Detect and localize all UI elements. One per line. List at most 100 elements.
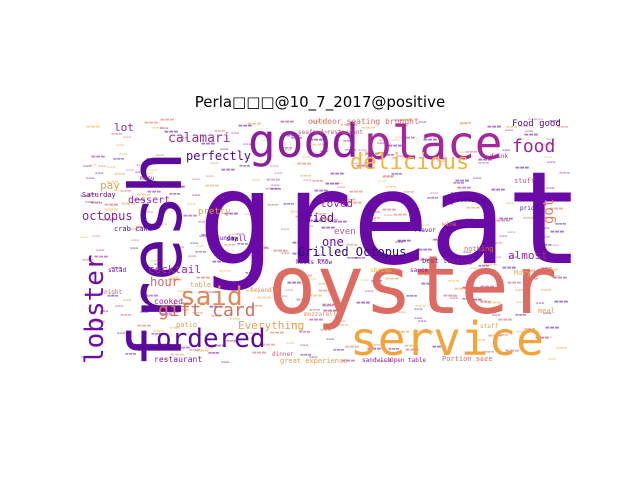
filler-mark: ▬▬▬ (384, 213, 393, 217)
cloud-word: got (541, 198, 557, 224)
filler-mark: ▬▬▬ (550, 243, 559, 247)
filler-mark: ▬▬▬ (199, 234, 208, 238)
filler-mark: ▬▬▬ (397, 238, 412, 244)
filler-mark: ▬▬▬ (250, 244, 265, 250)
filler-mark: ▬▬▬ (525, 129, 534, 133)
filler-mark: ▬▬▬ (470, 266, 479, 270)
cloud-word: one (322, 235, 344, 249)
filler-mark: ▬▬▬ (130, 246, 139, 250)
filler-mark: ▬▬▬ (314, 217, 329, 223)
filler-mark: ▬▬▬ (493, 255, 502, 259)
filler-mark: ▬▬▬ (535, 191, 547, 196)
filler-mark: ▬▬▬ (171, 184, 186, 190)
cloud-word: Mary (514, 269, 531, 277)
filler-mark: ▬▬▬ (137, 192, 152, 198)
cloud-word: perfectly (186, 149, 252, 163)
filler-mark: ▬▬▬ (146, 156, 158, 161)
filler-mark: ▬▬▬ (549, 118, 561, 123)
filler-mark: ▬▬▬ (496, 218, 511, 224)
filler-mark: ▬▬▬ (415, 303, 427, 308)
filler-mark: ▬▬▬ (298, 273, 313, 279)
filler-mark: ▬▬▬ (80, 235, 89, 239)
filler-mark: ▬▬▬ (244, 212, 253, 216)
filler-mark: ▬▬▬ (544, 155, 553, 159)
filler-mark: ▬▬▬ (395, 330, 404, 334)
filler-mark: ▬▬▬ (541, 265, 553, 270)
filler-mark: ▬▬▬ (162, 304, 177, 310)
cloud-word: wine (442, 221, 457, 228)
filler-mark: ▬▬▬ (306, 247, 315, 251)
cloud-word: sandwich (362, 357, 391, 364)
cloud-word: staff (480, 323, 499, 330)
filler-mark: ▬▬▬ (120, 188, 132, 193)
filler-mark: ▬▬▬ (401, 118, 413, 122)
filler-mark: ▬▬▬ (170, 344, 182, 349)
filler-mark: ▬▬▬ (478, 157, 493, 163)
filler-mark: ▬▬▬ (309, 137, 324, 143)
filler-mark: ▬▬▬ (302, 155, 311, 159)
filler-mark: ▬▬▬ (450, 296, 459, 300)
cloud-word: shrimp (370, 267, 392, 274)
filler-mark: ▬▬▬ (206, 290, 215, 294)
filler-mark: ▬▬▬ (86, 124, 101, 130)
filler-mark: ▬▬▬ (546, 137, 555, 141)
filler-mark: ▬▬▬ (421, 281, 436, 287)
filler-mark: ▬▬▬ (491, 240, 503, 245)
filler-mark: ▬▬▬ (86, 176, 95, 180)
filler-mark: ▬▬▬ (549, 206, 564, 212)
filler-mark: ▬▬▬ (507, 230, 516, 234)
filler-mark: ▬▬▬ (134, 197, 146, 202)
filler-mark: ▬▬▬ (499, 216, 514, 222)
cloud-word: Grilled Octopus (298, 245, 407, 259)
filler-mark: ▬▬▬ (88, 163, 97, 167)
filler-mark: ▬▬▬ (267, 202, 279, 207)
filler-mark: ▬▬▬ (91, 319, 106, 325)
filler-mark: ▬▬▬ (305, 224, 314, 228)
filler-mark: ▬▬▬ (274, 171, 283, 175)
filler-mark: ▬▬▬ (248, 331, 257, 335)
filler-mark: ▬▬▬ (221, 360, 230, 364)
filler-mark: ▬▬▬ (334, 181, 343, 185)
filler-mark: ▬▬▬ (131, 238, 140, 242)
filler-mark: ▬▬▬ (480, 299, 492, 304)
filler-mark: ▬▬▬ (521, 268, 536, 274)
filler-mark: ▬▬▬ (473, 176, 482, 180)
filler-mark: ▬▬▬ (383, 152, 395, 157)
cloud-word: sauce (410, 267, 429, 274)
filler-mark: ▬▬▬ (237, 241, 249, 246)
filler-mark: ▬▬▬ (354, 255, 366, 260)
filler-mark: ▬▬▬ (448, 278, 460, 283)
cloud-word: dinner (272, 351, 294, 358)
cloud-word: dessert (128, 195, 171, 206)
filler-mark: ▬▬▬ (299, 329, 311, 334)
cloud-word: salad (108, 267, 127, 274)
filler-mark: ▬▬▬ (201, 141, 216, 147)
filler-mark: ▬▬▬ (317, 257, 329, 262)
filler-mark: ▬▬▬ (137, 323, 152, 329)
filler-mark: ▬▬▬ (546, 197, 555, 201)
filler-mark: ▬▬▬ (432, 344, 447, 350)
filler-mark: ▬▬▬ (245, 270, 257, 275)
filler-mark: ▬▬▬ (480, 284, 495, 290)
filler-mark: ▬▬▬ (139, 342, 154, 348)
filler-mark: ▬▬▬ (391, 171, 403, 176)
filler-mark: ▬▬▬ (430, 143, 445, 149)
cloud-word: lobster (80, 254, 110, 364)
filler-mark: ▬▬▬ (453, 180, 465, 185)
cloud-word: night (104, 289, 123, 296)
filler-mark: ▬▬▬ (383, 173, 395, 178)
filler-mark: ▬▬▬ (83, 164, 92, 168)
filler-mark: ▬▬▬ (248, 202, 263, 208)
filler-mark: ▬▬▬ (466, 290, 475, 294)
cloud-word: Open table (390, 357, 427, 364)
filler-mark: ▬▬▬ (427, 195, 439, 200)
filler-mark: ▬▬▬ (205, 346, 214, 350)
filler-mark: ▬▬▬ (401, 135, 416, 141)
filler-mark: ▬▬▬ (509, 255, 518, 259)
filler-mark: ▬▬▬ (466, 149, 478, 154)
filler-mark: ▬▬▬ (358, 153, 367, 157)
filler-mark: ▬▬▬ (309, 307, 321, 312)
filler-mark: ▬▬▬ (211, 313, 223, 318)
filler-mark: ▬▬▬ (125, 351, 137, 356)
filler-mark: ▬▬▬ (290, 209, 305, 215)
